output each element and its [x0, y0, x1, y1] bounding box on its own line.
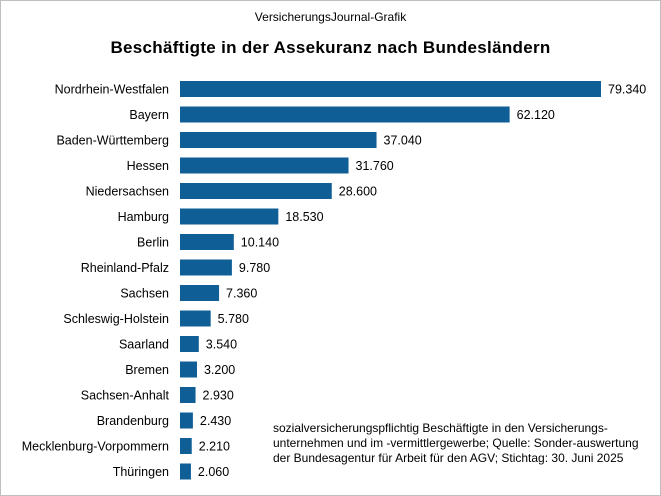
chart-supertitle: VersicherungsJournal-Grafik [254, 10, 407, 24]
data-label: 3.200 [204, 363, 235, 377]
category-label: Nordrhein-Westfalen [55, 83, 169, 97]
bar [180, 336, 199, 352]
category-label: Mecklenburg-Vorpommern [22, 440, 169, 454]
bar [180, 463, 191, 480]
data-label: 18.530 [285, 210, 323, 224]
bar [180, 81, 601, 97]
category-label: Hessen [127, 159, 169, 173]
category-label: Niedersachsen [86, 185, 169, 199]
data-label: 7.360 [226, 287, 257, 301]
data-label: 2.930 [203, 389, 234, 403]
chart-footnote: sozialversicherungspflichtig Beschäftigt… [273, 421, 639, 465]
category-label: Saarland [119, 338, 169, 352]
bar [180, 387, 196, 403]
category-label: Brandenburg [97, 414, 169, 428]
data-label: 2.060 [198, 465, 229, 479]
bar [180, 361, 197, 378]
bar [180, 310, 211, 327]
bar [180, 183, 332, 199]
bar [180, 438, 192, 454]
data-label: 5.780 [218, 312, 249, 326]
category-label: Berlin [137, 236, 169, 250]
chart-title: Beschäftigte in der Assekuranz nach Bund… [110, 38, 551, 57]
bar [180, 285, 220, 301]
data-label: 37.040 [384, 134, 422, 148]
data-label: 2.210 [199, 440, 230, 454]
bar [180, 412, 193, 429]
bar [180, 259, 232, 276]
bar [180, 106, 510, 123]
bar [180, 234, 234, 250]
category-label: Schleswig-Holstein [63, 312, 169, 326]
data-label: 9.780 [239, 261, 270, 275]
data-label: 79.340 [608, 83, 646, 97]
category-label: Baden-Württemberg [56, 134, 169, 148]
data-label: 62.120 [517, 108, 555, 122]
data-label: 10.140 [241, 236, 279, 250]
category-label: Thüringen [113, 465, 169, 479]
category-label: Hamburg [118, 210, 169, 224]
data-label: 3.540 [206, 338, 237, 352]
bar [180, 132, 377, 148]
category-label: Sachsen-Anhalt [81, 389, 170, 403]
data-label: 31.760 [356, 159, 394, 173]
data-label: 2.430 [200, 414, 231, 428]
category-label: Rheinland-Pfalz [81, 261, 169, 275]
bar [180, 157, 349, 174]
category-label: Sachsen [120, 287, 169, 301]
category-label: Bayern [129, 108, 169, 122]
category-label: Bremen [125, 363, 169, 377]
bar [180, 208, 279, 225]
data-label: 28.600 [339, 185, 377, 199]
